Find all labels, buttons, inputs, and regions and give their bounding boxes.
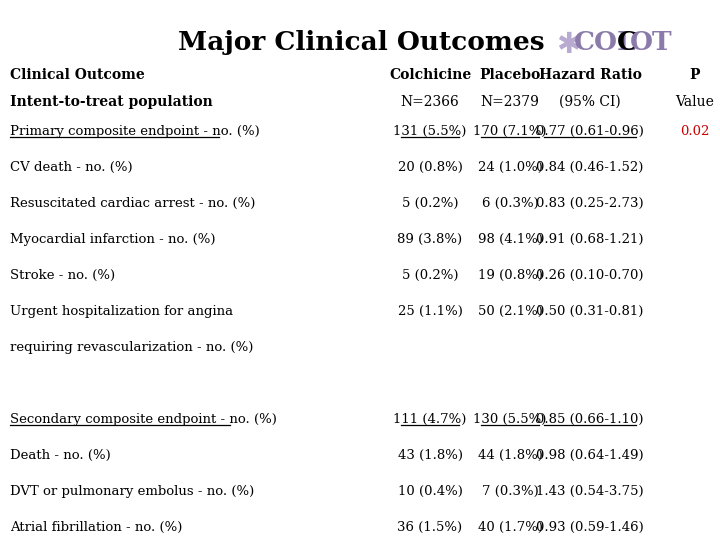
Text: 50 (2.1%): 50 (2.1%) [477, 305, 542, 318]
Text: 0.98 (0.64-1.49): 0.98 (0.64-1.49) [536, 449, 644, 462]
Text: Value: Value [675, 95, 714, 109]
Text: 6 (0.3%): 6 (0.3%) [482, 197, 539, 210]
Text: 7 (0.3%): 7 (0.3%) [482, 485, 539, 498]
Text: 43 (1.8%): 43 (1.8%) [397, 449, 462, 462]
Text: P: P [690, 68, 701, 82]
Text: 98 (4.1%): 98 (4.1%) [477, 233, 542, 246]
Text: 19 (0.8%): 19 (0.8%) [477, 269, 542, 282]
Text: 24 (1.0%): 24 (1.0%) [477, 161, 542, 174]
Text: 20 (0.8%): 20 (0.8%) [397, 161, 462, 174]
Text: 40 (1.7%): 40 (1.7%) [477, 521, 542, 534]
Text: Urgent hospitalization for angina: Urgent hospitalization for angina [10, 305, 233, 318]
Text: 0.93 (0.59-1.46): 0.93 (0.59-1.46) [536, 521, 644, 534]
Text: 89 (3.8%): 89 (3.8%) [397, 233, 462, 246]
Text: Atrial fibrillation - no. (%): Atrial fibrillation - no. (%) [10, 521, 182, 534]
Text: Intent-to-treat population: Intent-to-treat population [10, 95, 212, 109]
Text: DVT or pulmonary embolus - no. (%): DVT or pulmonary embolus - no. (%) [10, 485, 254, 498]
Text: 0.91 (0.68-1.21): 0.91 (0.68-1.21) [536, 233, 644, 246]
Text: 0.02: 0.02 [680, 125, 710, 138]
Text: Secondary composite endpoint - no. (%): Secondary composite endpoint - no. (%) [10, 413, 277, 426]
Text: Primary composite endpoint - no. (%): Primary composite endpoint - no. (%) [10, 125, 260, 138]
Text: Placebo: Placebo [480, 68, 541, 82]
Text: 0.26 (0.10-0.70): 0.26 (0.10-0.70) [536, 269, 644, 282]
Text: 10 (0.4%): 10 (0.4%) [397, 485, 462, 498]
Text: 0.84 (0.46-1.52): 0.84 (0.46-1.52) [536, 161, 644, 174]
Text: 131 (5.5%): 131 (5.5%) [393, 125, 467, 138]
Text: 0.77 (0.61-0.96): 0.77 (0.61-0.96) [536, 125, 644, 138]
Text: 111 (4.7%): 111 (4.7%) [393, 413, 467, 426]
Text: CV death - no. (%): CV death - no. (%) [10, 161, 132, 174]
Text: C: C [617, 30, 638, 55]
Text: ✱: ✱ [556, 31, 580, 59]
Text: N=2366: N=2366 [400, 95, 459, 109]
Text: Hazard Ratio: Hazard Ratio [539, 68, 642, 82]
Text: 1.43 (0.54-3.75): 1.43 (0.54-3.75) [536, 485, 644, 498]
Text: 130 (5.5%): 130 (5.5%) [473, 413, 546, 426]
Text: Major Clinical Outcomes: Major Clinical Outcomes [178, 30, 544, 55]
Text: 36 (1.5%): 36 (1.5%) [397, 521, 462, 534]
Text: 5 (0.2%): 5 (0.2%) [402, 197, 458, 210]
Text: Clinical Outcome: Clinical Outcome [10, 68, 145, 82]
Text: requiring revascularization - no. (%): requiring revascularization - no. (%) [10, 341, 253, 354]
Text: 25 (1.1%): 25 (1.1%) [397, 305, 462, 318]
Text: 5 (0.2%): 5 (0.2%) [402, 269, 458, 282]
Text: Resuscitated cardiac arrest - no. (%): Resuscitated cardiac arrest - no. (%) [10, 197, 256, 210]
Text: 0.85 (0.66-1.10): 0.85 (0.66-1.10) [536, 413, 644, 426]
Text: Death - no. (%): Death - no. (%) [10, 449, 111, 462]
Text: 0.50 (0.31-0.81): 0.50 (0.31-0.81) [536, 305, 644, 318]
Text: 44 (1.8%): 44 (1.8%) [477, 449, 542, 462]
Text: 170 (7.1%): 170 (7.1%) [473, 125, 546, 138]
Text: (95% CI): (95% CI) [559, 95, 621, 109]
Text: Colchicine: Colchicine [389, 68, 471, 82]
Text: Stroke - no. (%): Stroke - no. (%) [10, 269, 115, 282]
Text: Myocardial infarction - no. (%): Myocardial infarction - no. (%) [10, 233, 215, 246]
Text: OT: OT [630, 30, 672, 55]
Text: N=2379: N=2379 [480, 95, 539, 109]
Text: COL: COL [574, 30, 636, 55]
Text: 0.83 (0.25-2.73): 0.83 (0.25-2.73) [536, 197, 644, 210]
